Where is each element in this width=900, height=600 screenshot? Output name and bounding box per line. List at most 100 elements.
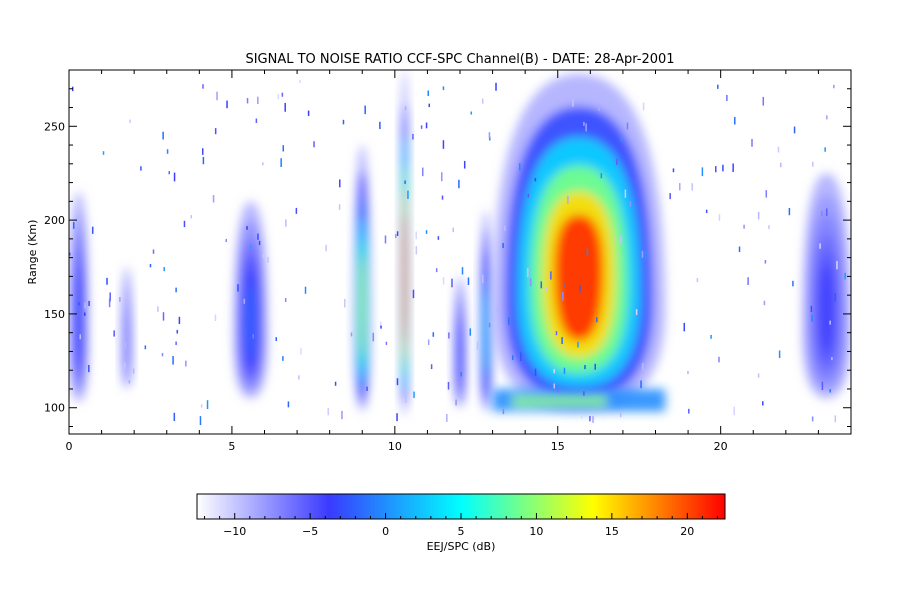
noise-speck <box>777 146 780 153</box>
noise-speck <box>108 298 111 308</box>
noise-speck <box>119 296 121 302</box>
colorbar-tick-label: −5 <box>302 525 318 538</box>
noise-speck <box>446 413 448 422</box>
noise-speck <box>341 410 343 420</box>
noise-speck <box>88 364 90 373</box>
noise-speck <box>553 368 555 374</box>
noise-speck <box>299 79 301 84</box>
noise-speck <box>109 292 111 302</box>
noise-speck <box>644 250 647 260</box>
noise-speck <box>556 387 559 392</box>
noise-speck <box>687 370 689 374</box>
noise-speck <box>415 246 418 255</box>
noise-speck <box>175 341 177 346</box>
noise-speck <box>152 249 155 254</box>
noise-speck <box>550 271 552 280</box>
noise-speck <box>295 207 298 214</box>
echo-region <box>492 73 666 412</box>
noise-speck <box>84 302 86 309</box>
plot-area <box>69 70 851 426</box>
noise-speck <box>705 209 708 213</box>
x-tick-label: 5 <box>228 440 235 453</box>
noise-speck <box>567 195 569 204</box>
noise-speck <box>327 407 330 416</box>
noise-speck <box>425 122 428 129</box>
noise-speck <box>751 138 753 147</box>
noise-speck <box>734 116 736 125</box>
colorbar-tick-label: 15 <box>605 525 619 538</box>
y-axis-label: Range (Km) <box>26 220 39 285</box>
noise-speck <box>583 391 585 396</box>
noise-speck <box>284 102 286 112</box>
echo-region <box>121 267 133 389</box>
noise-speck <box>243 298 246 304</box>
noise-speck <box>342 119 345 125</box>
noise-speck <box>190 215 193 219</box>
noise-speck <box>641 250 644 258</box>
noise-speck <box>202 157 205 165</box>
noise-speck <box>282 356 284 361</box>
colorbar-tick-label: 20 <box>680 525 694 538</box>
speckle-layer <box>69 79 846 426</box>
noise-speck <box>420 125 423 129</box>
noise-speck <box>157 306 159 312</box>
noise-speck <box>200 404 203 408</box>
noise-speck <box>372 332 375 342</box>
noise-speck <box>69 252 71 256</box>
noise-speck <box>435 268 438 273</box>
noise-speck <box>237 284 239 292</box>
noise-speck <box>619 236 622 244</box>
noise-speck <box>529 278 532 287</box>
noise-speck <box>577 341 579 348</box>
echo-contour <box>484 294 488 370</box>
noise-speck <box>334 381 337 386</box>
noise-speck <box>821 211 823 217</box>
noise-speck <box>620 137 623 142</box>
noise-speck <box>520 352 522 362</box>
noise-speck <box>162 131 164 140</box>
noise-speck <box>427 90 429 96</box>
colorbar-tick-label: −10 <box>223 525 246 538</box>
noise-speck <box>185 360 187 367</box>
noise-speck <box>262 254 265 258</box>
noise-speck <box>216 91 218 101</box>
noise-speck <box>688 408 690 414</box>
noise-speck <box>467 277 470 286</box>
noise-speck <box>519 163 521 171</box>
noise-speck <box>91 226 94 234</box>
noise-speck <box>313 141 315 148</box>
noise-speck <box>594 363 596 370</box>
colorbar-tick-label: 0 <box>382 525 389 538</box>
noise-speck <box>199 416 202 426</box>
noise-speck <box>394 234 397 239</box>
y-tick-label: 100 <box>44 402 65 415</box>
noise-speck <box>508 317 510 325</box>
noise-speck <box>84 312 86 316</box>
noise-speck <box>672 168 675 173</box>
noise-speck <box>202 84 204 89</box>
noise-speck <box>546 287 548 292</box>
noise-speck <box>747 277 749 285</box>
noise-speck <box>616 158 618 165</box>
noise-speck <box>448 332 450 339</box>
noise-speck <box>733 406 735 416</box>
noise-speck <box>717 84 719 89</box>
noise-speck <box>768 225 770 230</box>
chart-title: SIGNAL TO NOISE RATIO CCF-SPC Channel(B)… <box>245 52 674 67</box>
noise-speck <box>452 227 455 233</box>
colorbar-tick-label: 10 <box>529 525 543 538</box>
noise-speck <box>829 389 831 393</box>
noise-speck <box>793 126 796 134</box>
noise-speck <box>683 322 686 332</box>
noise-speck <box>640 380 642 389</box>
noise-speck <box>458 179 460 189</box>
noise-speck <box>488 132 491 139</box>
noise-speck <box>788 207 791 216</box>
noise-speck <box>275 337 277 341</box>
noise-speck <box>834 293 837 302</box>
e-region-band-inner <box>512 396 607 406</box>
noise-speck <box>451 278 453 288</box>
noise-speck <box>447 381 450 390</box>
noise-speck <box>718 356 720 363</box>
